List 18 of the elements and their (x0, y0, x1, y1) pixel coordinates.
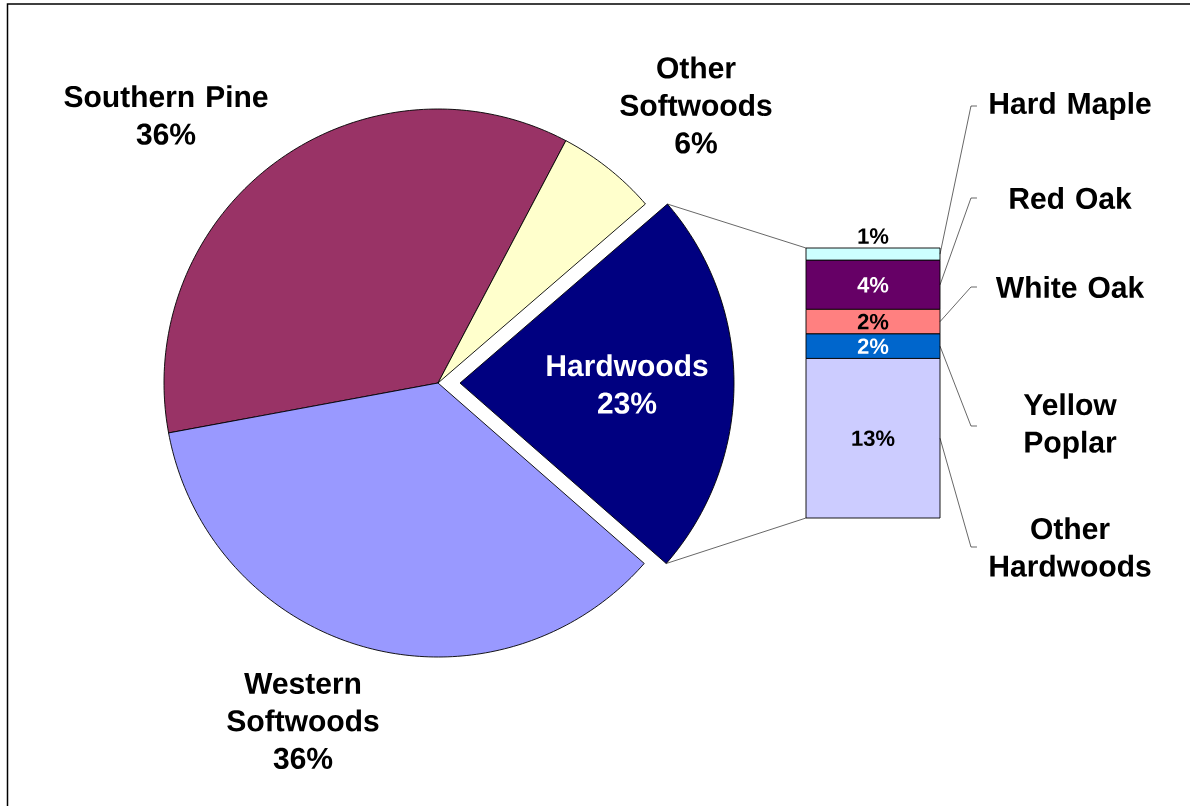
data-label: 2% (857, 338, 889, 354)
text: Yellow Poplar (1023, 393, 1117, 459)
data-label: 1% (858, 228, 889, 244)
data-label: 36% (273, 747, 333, 769)
data-label: 13% (852, 430, 895, 447)
slice-label: Other Softwoods (620, 56, 772, 117)
slice-label: Hardwoods (547, 354, 708, 377)
text: Hard Maple (990, 92, 1151, 120)
data-label: 2% (857, 313, 889, 330)
data-label: 6% (675, 132, 717, 154)
slice-label: Western Softwoods (227, 673, 379, 732)
data-label: 36% (136, 123, 196, 145)
slice-label: Southern Pine (64, 85, 268, 108)
legend-label: White Oak (995, 275, 1145, 299)
data-label: 23% (598, 392, 657, 414)
text: Red Oak (1010, 186, 1132, 210)
series-label: Other Hardwoods (990, 517, 1151, 577)
data-label: 4% (857, 277, 889, 293)
